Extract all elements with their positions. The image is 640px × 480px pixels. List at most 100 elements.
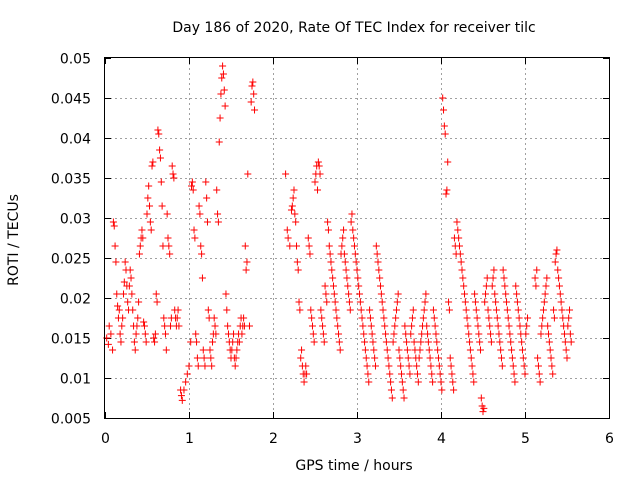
data-point: [154, 126, 162, 134]
data-point: [319, 322, 327, 330]
y-tick-label: 0.03: [60, 212, 91, 228]
data-point: [107, 330, 115, 338]
data-point: [394, 290, 402, 298]
data-point: [563, 354, 571, 362]
data-point: [532, 282, 540, 290]
y-tick-label: 0.01: [60, 372, 91, 388]
data-point: [471, 290, 479, 298]
data-point: [243, 258, 251, 266]
data-point: [473, 314, 481, 322]
data-point: [475, 330, 483, 338]
data-point: [437, 378, 445, 386]
data-point: [144, 194, 152, 202]
data-point: [141, 330, 149, 338]
data-point: [542, 282, 550, 290]
data-point: [487, 330, 495, 338]
x-tick-label: 2: [269, 431, 278, 447]
data-point: [416, 346, 424, 354]
data-point: [370, 346, 378, 354]
data-point: [308, 322, 316, 330]
data-point: [388, 394, 396, 402]
data-point: [177, 392, 185, 400]
x-tick-label: 6: [605, 431, 614, 447]
data-point: [148, 162, 156, 170]
data-point: [419, 314, 427, 322]
data-point: [324, 218, 332, 226]
data-point: [462, 306, 470, 314]
data-point: [379, 306, 387, 314]
data-point: [566, 306, 574, 314]
data-point: [541, 290, 549, 298]
data-point: [286, 242, 294, 250]
data-point: [203, 218, 211, 226]
data-point: [408, 322, 416, 330]
data-point: [538, 322, 546, 330]
data-point: [486, 322, 494, 330]
data-point: [375, 266, 383, 274]
data-point: [113, 290, 121, 298]
data-point: [362, 354, 370, 362]
data-point: [142, 338, 150, 346]
data-point: [382, 330, 390, 338]
data-point: [169, 170, 177, 178]
data-point: [293, 242, 301, 250]
data-point: [245, 322, 253, 330]
data-point: [438, 386, 446, 394]
data-point: [329, 274, 337, 282]
data-point: [550, 306, 558, 314]
data-point: [356, 298, 364, 306]
data-point: [556, 290, 564, 298]
data-point: [431, 322, 439, 330]
data-point: [545, 338, 553, 346]
data-point: [494, 322, 502, 330]
data-point: [487, 338, 495, 346]
data-point: [219, 70, 227, 78]
data-point: [195, 202, 203, 210]
data-point: [193, 338, 201, 346]
data-point: [548, 362, 556, 370]
data-point: [399, 386, 407, 394]
data-point: [201, 362, 209, 370]
data-point: [160, 314, 168, 322]
data-point: [316, 170, 324, 178]
data-point: [461, 298, 469, 306]
data-points: [103, 62, 575, 416]
data-point: [248, 82, 256, 90]
data-point: [126, 266, 134, 274]
data-point: [387, 378, 395, 386]
x-tick-label: 5: [521, 431, 530, 447]
data-point: [497, 346, 505, 354]
data-point: [135, 250, 143, 258]
data-point: [138, 226, 146, 234]
data-point: [352, 258, 360, 266]
data-point: [214, 210, 222, 218]
data-point: [430, 314, 438, 322]
data-point: [566, 330, 574, 338]
x-tick-label: 4: [437, 431, 446, 447]
data-point: [406, 370, 414, 378]
data-point: [315, 162, 323, 170]
data-point: [441, 130, 449, 138]
data-point: [200, 354, 208, 362]
data-point: [294, 266, 302, 274]
data-point: [476, 346, 484, 354]
data-point: [238, 330, 246, 338]
data-point: [392, 314, 400, 322]
data-point: [479, 408, 487, 416]
y-axis-label: ROTI / TECUs: [6, 194, 22, 286]
data-point: [304, 234, 312, 242]
data-point: [387, 386, 395, 394]
data-point: [199, 346, 207, 354]
data-point: [140, 318, 148, 326]
data-point: [555, 282, 563, 290]
data-point: [174, 306, 182, 314]
data-point: [420, 306, 428, 314]
data-point: [134, 314, 142, 322]
data-point: [398, 378, 406, 386]
x-tick-label: 0: [101, 431, 110, 447]
data-point: [516, 322, 524, 330]
data-point: [544, 322, 552, 330]
data-point: [321, 282, 329, 290]
data-point: [384, 354, 392, 362]
data-point: [469, 370, 477, 378]
